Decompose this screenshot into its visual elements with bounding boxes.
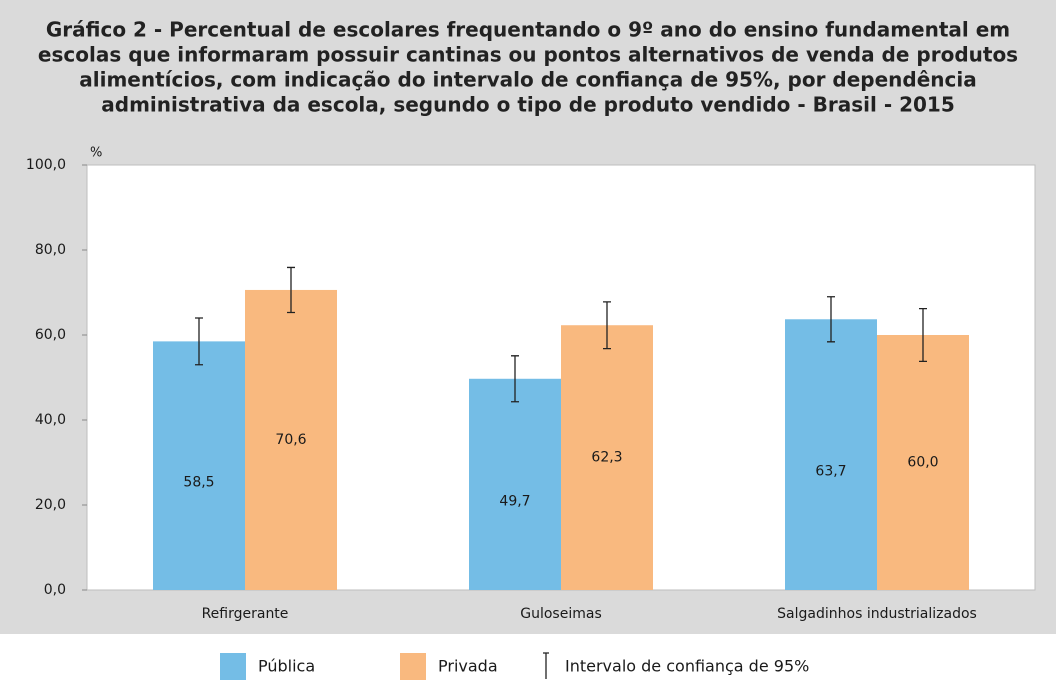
bar	[877, 335, 969, 590]
error-bar	[919, 308, 927, 362]
data-label: 49,7	[499, 493, 530, 509]
x-tick-label: Refirgerante	[202, 606, 289, 622]
bar	[785, 319, 877, 590]
error-bar	[827, 296, 835, 343]
y-tick-label: 40,0	[35, 412, 66, 428]
y-tick-label: 100,0	[26, 157, 66, 173]
chart-title: Gráfico 2 - Percentual de escolares freq…	[46, 18, 1010, 42]
bar	[469, 378, 561, 590]
y-axis-label: %	[90, 146, 102, 161]
data-label: 60,0	[907, 455, 938, 471]
chart-title: administrativa da escola, segundo o tipo…	[101, 93, 955, 117]
data-label: 70,6	[275, 432, 306, 448]
legend-label: Intervalo de confiança de 95%	[565, 657, 809, 676]
error-bar	[195, 317, 203, 366]
data-label: 58,5	[183, 475, 214, 491]
data-label: 63,7	[815, 464, 846, 480]
chart-title: escolas que informaram possuir cantinas …	[38, 43, 1018, 67]
chart-title: alimentícios, com indicação do intervalo…	[79, 68, 976, 92]
x-tick-label: Salgadinhos industrializados	[777, 606, 977, 622]
error-bar	[287, 266, 295, 314]
x-tick-label: Guloseimas	[520, 606, 601, 622]
data-label: 62,3	[591, 450, 622, 466]
error-bar	[511, 355, 519, 403]
legend-error-icon	[543, 652, 549, 679]
y-tick-label: 20,0	[35, 497, 66, 513]
legend-label: Privada	[438, 657, 498, 676]
y-tick-label: 80,0	[35, 242, 66, 258]
legend-label: Pública	[258, 657, 315, 676]
legend-swatch	[220, 653, 246, 680]
bar	[245, 289, 337, 590]
bar	[153, 341, 245, 590]
y-tick-label: 0,0	[44, 582, 66, 598]
legend-swatch	[400, 653, 426, 680]
bar	[561, 325, 653, 590]
error-bar	[603, 301, 611, 350]
y-tick-label: 60,0	[35, 327, 66, 343]
